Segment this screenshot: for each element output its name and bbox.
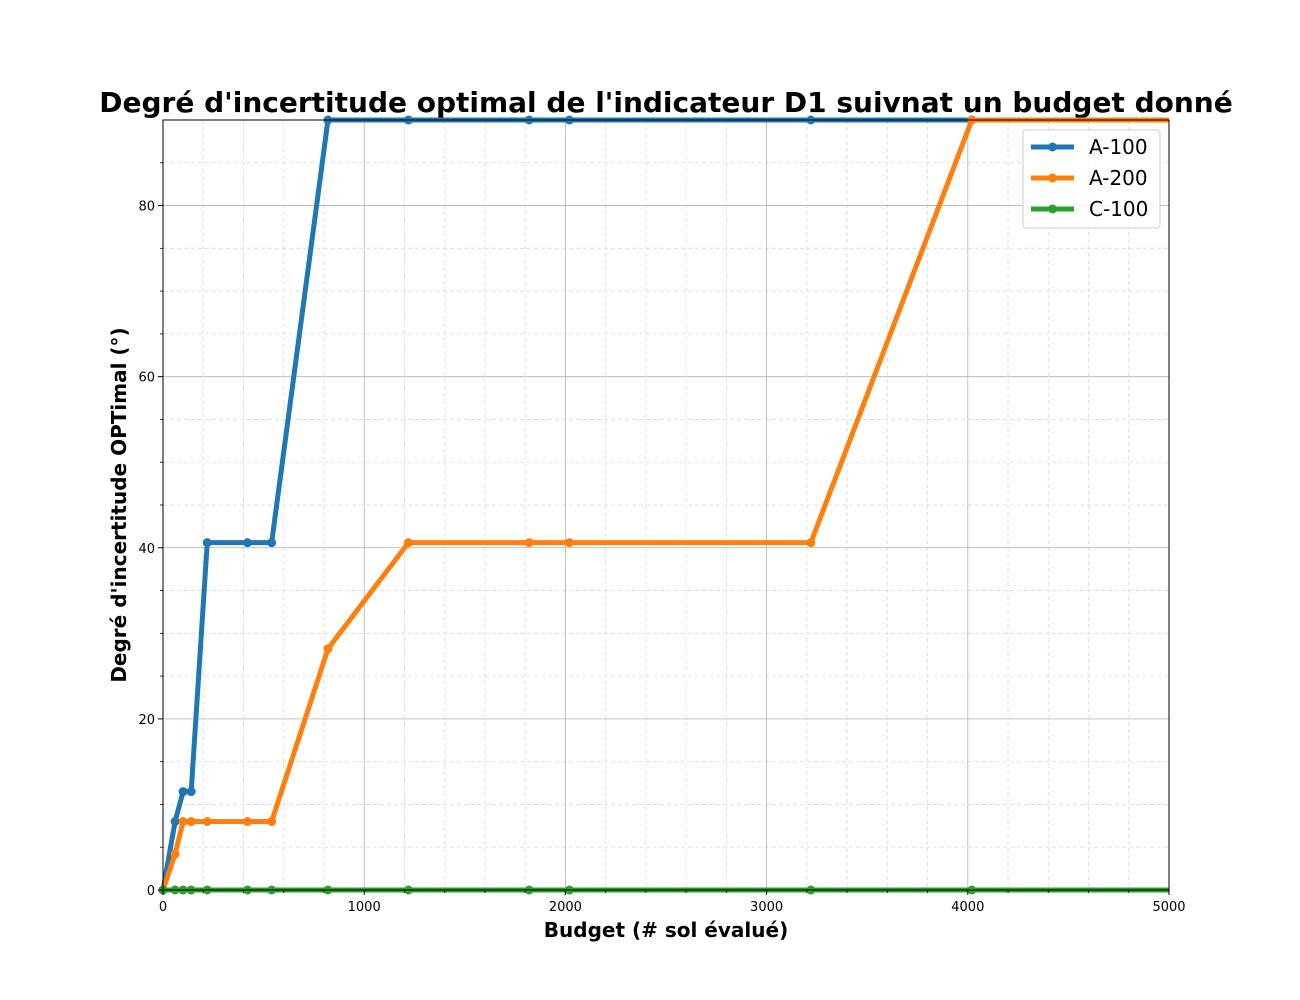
legend-box bbox=[1022, 129, 1161, 229]
x-tick-label: 4000 bbox=[951, 900, 984, 915]
legend-marker-a-100 bbox=[1048, 142, 1057, 152]
legend-label-c-100: C-100 bbox=[1089, 197, 1148, 221]
legend: A-100 A-200 C-100 bbox=[1022, 129, 1161, 229]
axis-ticks: 0 1000 2000 3000 4000 5000 0 20 40 60 80 bbox=[138, 162, 1186, 915]
data-point-a-200 bbox=[178, 817, 188, 827]
data-point-a-200 bbox=[564, 538, 574, 548]
data-point-a-200 bbox=[186, 817, 196, 827]
legend-marker-a-200 bbox=[1048, 173, 1057, 183]
y-tick-label: 20 bbox=[138, 713, 155, 728]
legend-marker-c-100 bbox=[1048, 204, 1057, 214]
legend-label-a-100: A-100 bbox=[1089, 135, 1148, 159]
data-point-a-200 bbox=[267, 817, 277, 827]
y-tick-label: 80 bbox=[138, 200, 155, 215]
chart-title: Degré d'incertitude optimal de l'indicat… bbox=[99, 86, 1232, 119]
data-point-a-200 bbox=[403, 538, 413, 548]
y-tick-label: 40 bbox=[138, 542, 155, 557]
y-axis-label: Degré d'incertitude OPTimal (°) bbox=[107, 327, 131, 682]
data-point-a-100 bbox=[178, 787, 188, 797]
x-tick-label: 1000 bbox=[348, 900, 381, 915]
data-point-a-100 bbox=[202, 538, 212, 548]
data-point-a-200 bbox=[323, 644, 333, 654]
x-tick-label: 2000 bbox=[549, 900, 582, 915]
y-tick-label: 0 bbox=[147, 884, 155, 899]
data-point-a-200 bbox=[202, 817, 212, 827]
x-tick-label: 0 bbox=[159, 900, 167, 915]
y-tick-label: 60 bbox=[138, 371, 155, 386]
data-point-a-200 bbox=[806, 538, 816, 548]
data-point-a-100 bbox=[170, 817, 180, 827]
minor-grid bbox=[163, 120, 1169, 890]
x-tick-label: 5000 bbox=[1152, 900, 1185, 915]
x-tick-label: 3000 bbox=[750, 900, 783, 915]
data-point-a-200 bbox=[170, 849, 180, 859]
data-point-a-100 bbox=[186, 787, 196, 797]
x-axis-label: Budget (# sol évalué) bbox=[544, 918, 788, 942]
legend-label-a-200: A-200 bbox=[1089, 166, 1148, 190]
data-point-a-200 bbox=[243, 817, 253, 827]
data-point-a-200 bbox=[524, 538, 534, 548]
data-point-a-100 bbox=[243, 538, 253, 548]
data-point-a-100 bbox=[267, 538, 277, 548]
